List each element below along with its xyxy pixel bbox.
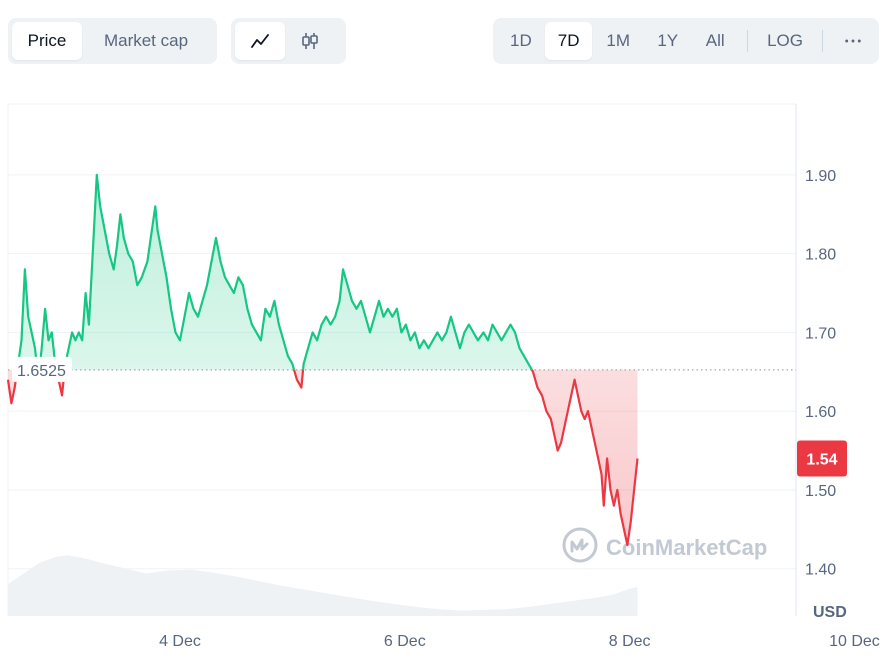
- price-line-up: [16, 173, 534, 370]
- x-tick-label: 6 Dec: [384, 633, 426, 650]
- x-tick-label: 10 Dec: [829, 633, 880, 650]
- tab-price[interactable]: Price: [12, 22, 82, 60]
- current-price-tag-bg: [797, 440, 847, 477]
- range-1m[interactable]: 1M: [606, 31, 631, 50]
- more-options-button[interactable]: [831, 22, 875, 60]
- x-tick-label: 4 Dec: [159, 633, 201, 650]
- range-1y[interactable]: 1Y: [657, 31, 679, 50]
- current-price-label: 1.54: [806, 451, 837, 468]
- y-tick-label: 1.70: [805, 325, 836, 342]
- watermark: CoinMarketCap: [562, 527, 767, 563]
- axis-labels: 1.40 1.50 1.60 1.70 1.80 1.90 4 Dec 6 Dec 8 Dec 1…: [12, 168, 880, 650]
- coinmarketcap-logo-icon: [562, 527, 598, 563]
- y-tick-label: 1.90: [805, 168, 836, 185]
- line-chart-button[interactable]: [235, 22, 285, 60]
- price-area-up: [8, 174, 638, 370]
- log-scale-toggle[interactable]: LOG: [767, 31, 803, 50]
- x-tick-label: 8 Dec: [609, 633, 651, 650]
- toolbar-divider: [822, 30, 823, 52]
- reference-price-label: 1.6525: [17, 363, 66, 380]
- y-axis-unit-label: USD: [813, 604, 847, 621]
- more-horizontal-icon: [845, 39, 861, 43]
- y-tick-label: 1.80: [805, 247, 836, 264]
- reference-price-tag-bg: [12, 356, 72, 382]
- y-tick-label: 1.40: [805, 562, 836, 579]
- candlestick-button[interactable]: [285, 22, 335, 60]
- y-tick-label: 1.60: [805, 404, 836, 421]
- price-line-down: [6, 369, 639, 547]
- tab-market-cap[interactable]: Market cap: [103, 31, 189, 50]
- toolbar-divider: [747, 30, 749, 52]
- price-area: [8, 174, 638, 546]
- watermark-text: CoinMarketCap: [606, 535, 767, 560]
- price-chart[interactable]: CoinMarketCap 1.40 1.50 1.60 1.70 1.80 1.90 4 …: [0, 90, 892, 667]
- chart-type-group: [231, 18, 346, 64]
- range-group: 1D 7D 1M 1Y All LOG: [493, 18, 879, 64]
- range-7d[interactable]: 7D: [544, 22, 593, 60]
- volume-bars: [8, 555, 638, 616]
- range-1d[interactable]: 1D: [510, 31, 532, 50]
- price-line: [6, 173, 639, 547]
- volume-area: [8, 555, 638, 616]
- line-chart-icon: [251, 34, 269, 48]
- y-tick-label: 1.50: [805, 483, 836, 500]
- metric-tab-group: Price Market cap: [8, 18, 217, 64]
- candlestick-icon: [302, 33, 318, 49]
- range-all[interactable]: All: [705, 31, 725, 50]
